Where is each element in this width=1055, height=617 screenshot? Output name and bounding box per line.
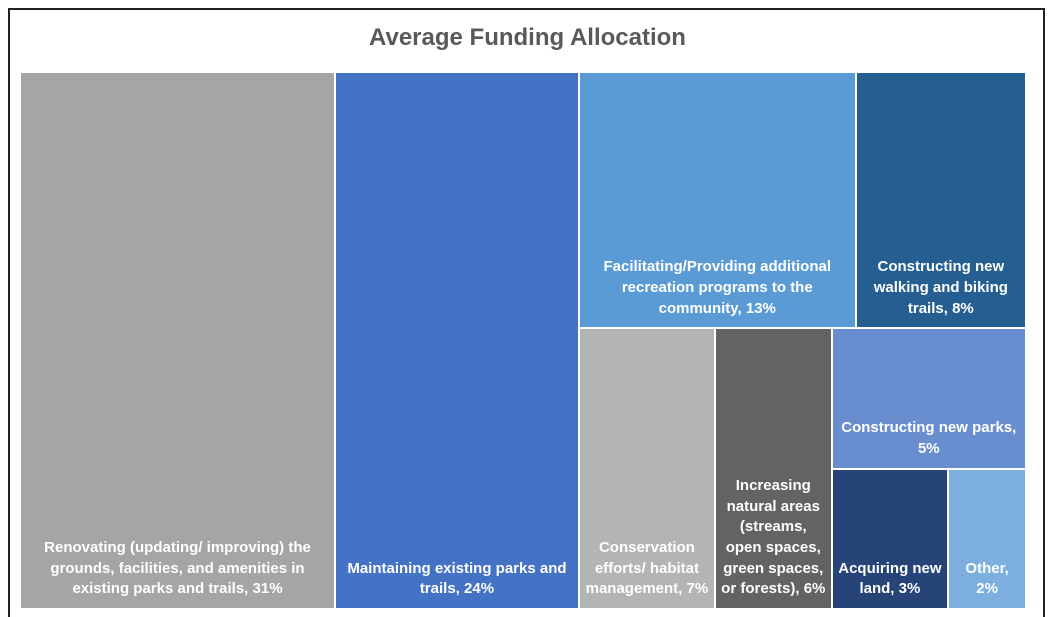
tile-label: Constructing new parks, 5%: [837, 418, 1021, 459]
category-label: Increasing natural areas (streams, open …: [721, 476, 824, 598]
treemap-tile: Maintaining existing parks and trails, 2…: [336, 73, 578, 608]
value-label: 5%: [917, 439, 940, 457]
tile-label: Facilitating/Providing additional recrea…: [584, 257, 851, 319]
category-label: Acquiring new land,: [838, 559, 942, 598]
tile-label: Constructing new walking and biking trai…: [861, 257, 1021, 319]
category-label: Constructing new walking and biking trai…: [873, 258, 1008, 317]
treemap-tile: Other, 2%: [949, 469, 1025, 608]
category-label: Facilitating/Providing additional recrea…: [603, 258, 832, 317]
chart-frame: [8, 8, 1045, 617]
value-label: 2%: [976, 580, 998, 598]
tile-label: Other, 2%: [953, 559, 1021, 600]
treemap-tile: Increasing natural areas (streams, open …: [715, 329, 831, 608]
treemap-tile: Facilitating/Providing additional recrea…: [579, 73, 855, 328]
treemap-tile: Renovating (updating/ improving) the gro…: [21, 73, 334, 608]
value-label: 6%: [803, 580, 826, 598]
tile-label: Increasing natural areas (streams, open …: [720, 476, 827, 600]
treemap-tile: Acquiring new land, 3%: [832, 469, 948, 608]
category-label: Maintaining existing parks and trails,: [347, 559, 567, 598]
tile-label: Acquiring new land, 3%: [837, 559, 944, 600]
chart-title: Average Funding Allocation: [369, 24, 686, 51]
treemap-tile: Constructing new parks, 5%: [832, 329, 1025, 468]
value-label: 13%: [745, 299, 776, 317]
value-label: 3%: [898, 580, 921, 598]
treemap: Renovating (updating/ improving) the gro…: [20, 72, 1026, 609]
category-label: Conservation efforts/ habitat management…: [585, 538, 699, 598]
value-label: 31%: [252, 580, 283, 598]
category-label: Constructing new parks,: [841, 419, 1017, 437]
treemap-tile: Conservation efforts/ habitat management…: [579, 329, 714, 608]
tile-label: Renovating (updating/ improving) the gro…: [25, 538, 330, 600]
tile-label: Conservation efforts/ habitat management…: [584, 538, 710, 600]
value-label: 8%: [952, 299, 974, 317]
category-label: Other,: [965, 559, 1009, 577]
tile-label: Maintaining existing parks and trails, 2…: [340, 559, 574, 600]
treemap-tile: Constructing new walking and biking trai…: [856, 73, 1025, 328]
value-label: 7%: [686, 580, 709, 598]
value-label: 24%: [464, 580, 495, 598]
category-label: Renovating (updating/ improving) the gro…: [44, 538, 311, 598]
